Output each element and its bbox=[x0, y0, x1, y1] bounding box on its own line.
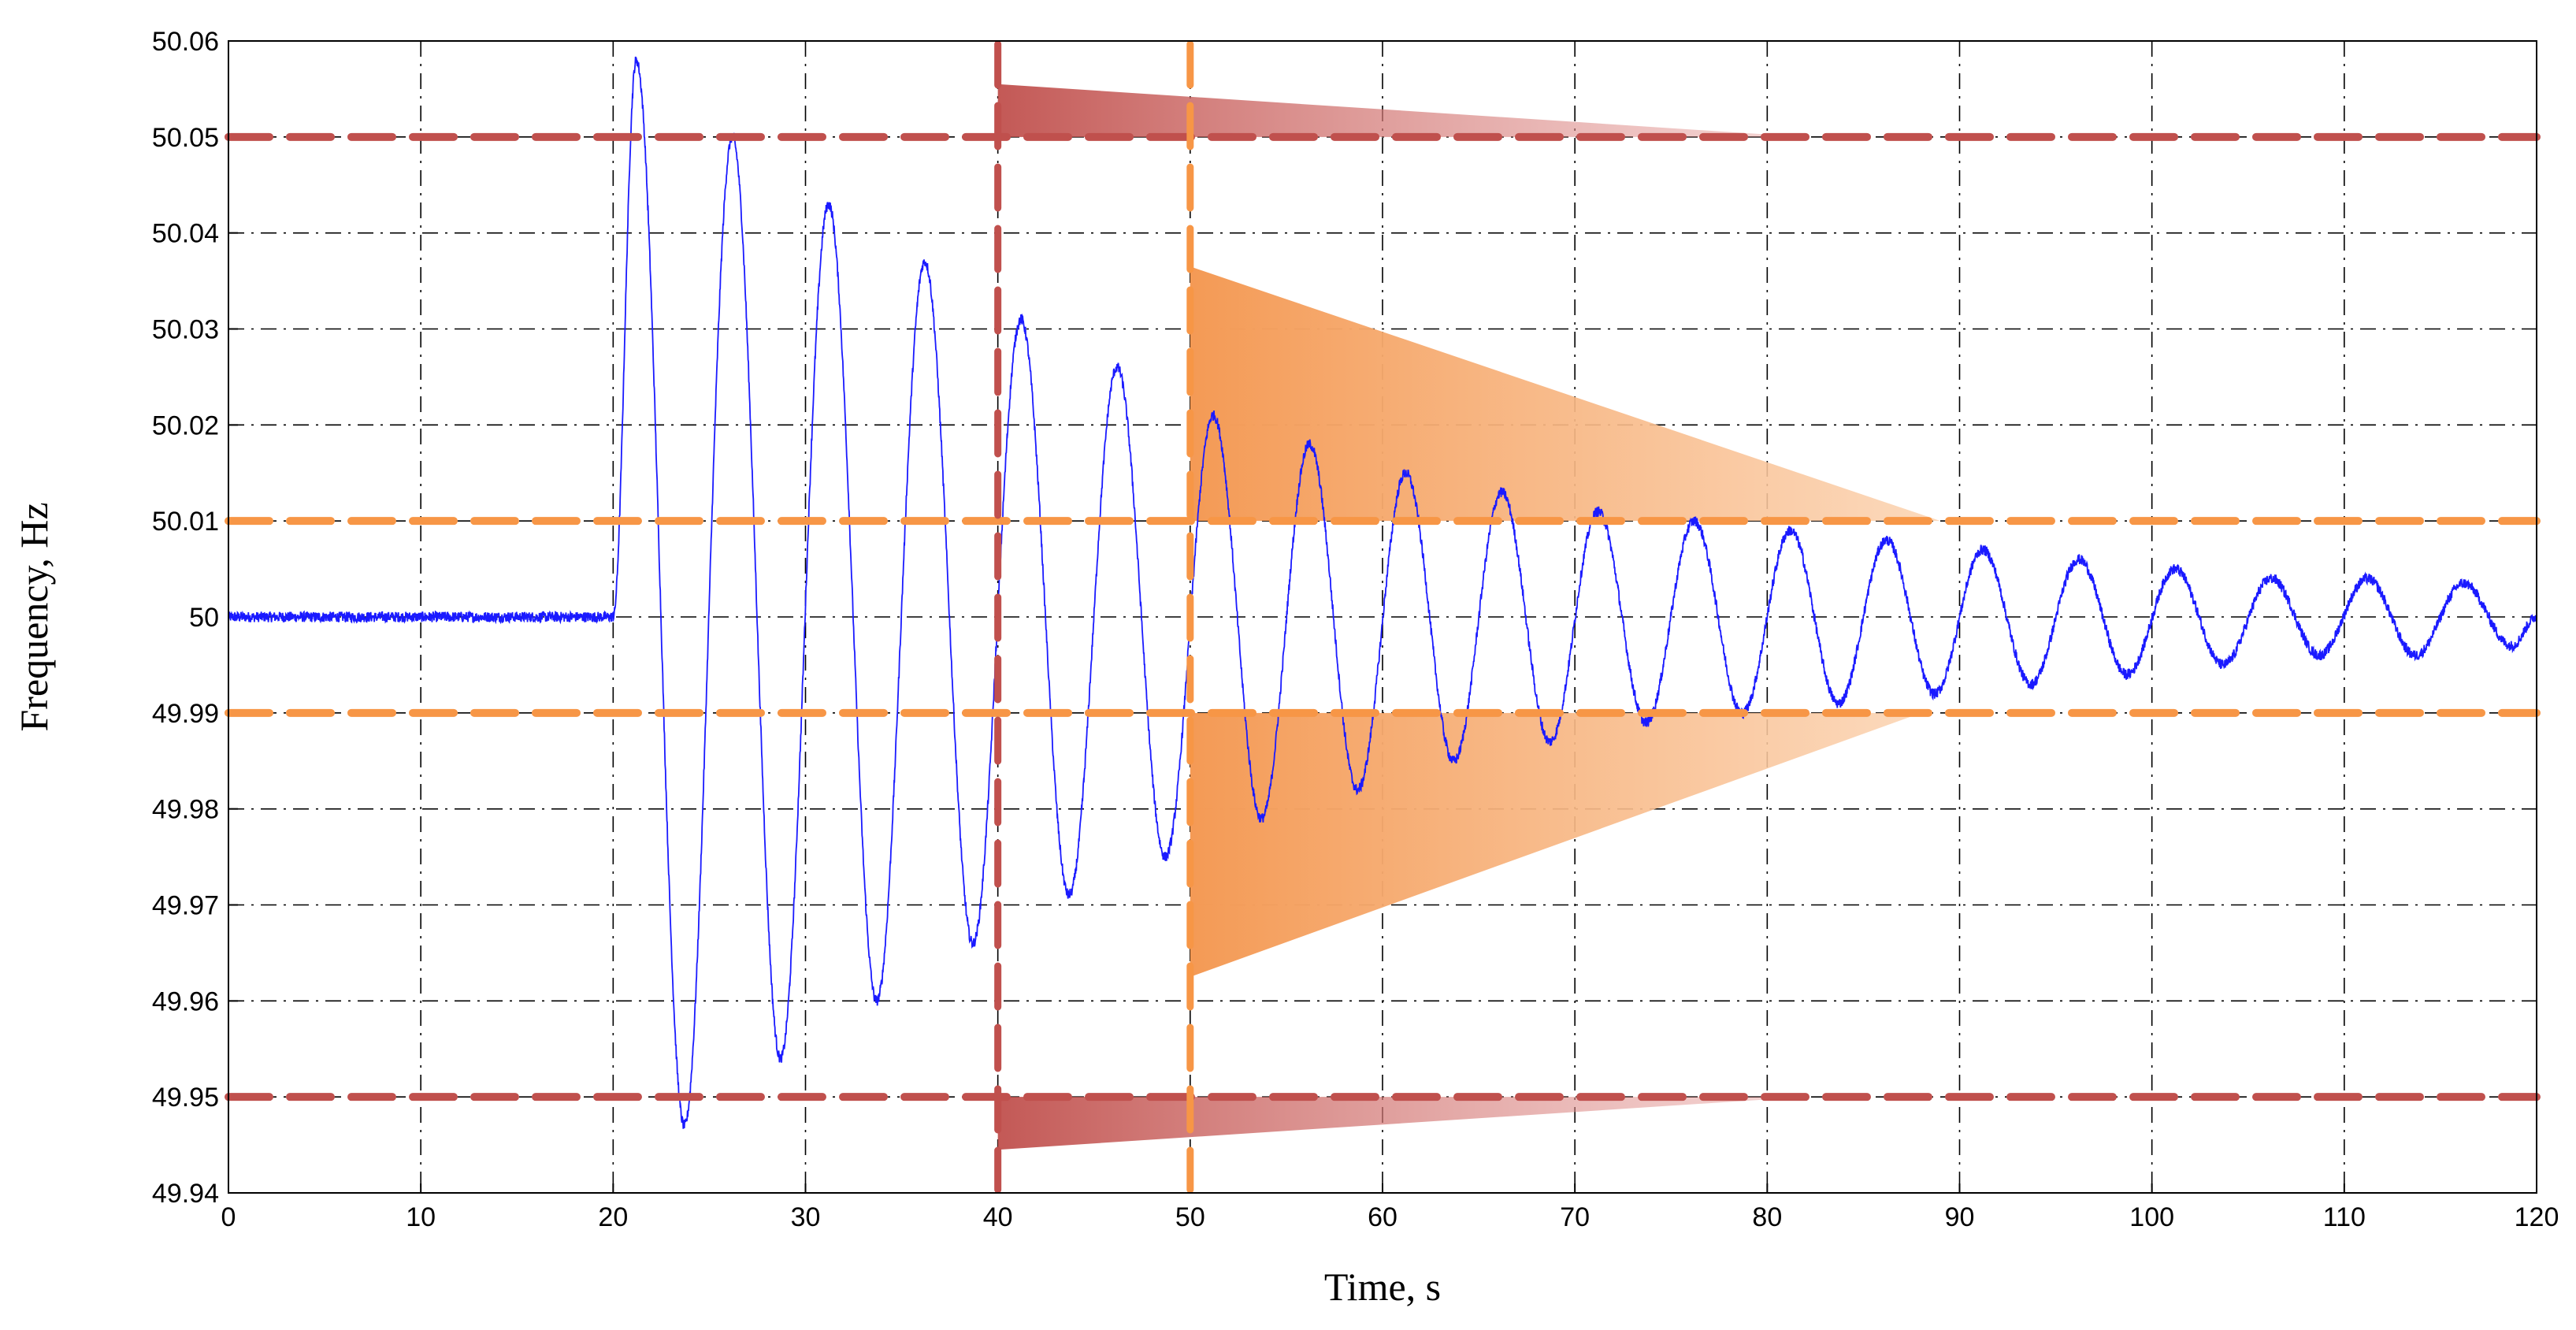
x-tick-label: 0 bbox=[221, 1202, 236, 1232]
x-tick-label: 70 bbox=[1560, 1202, 1590, 1232]
series-line-frequency bbox=[228, 56, 2537, 1129]
x-tick-label: 60 bbox=[1368, 1202, 1397, 1232]
y-tick-label: 50.04 bbox=[152, 219, 219, 249]
y-tick-label: 49.94 bbox=[152, 1179, 219, 1209]
y-tick-label: 49.95 bbox=[152, 1083, 219, 1113]
upper-red-wedge bbox=[997, 84, 1806, 137]
plot-frame bbox=[228, 40, 2537, 1194]
x-tick-label: 80 bbox=[1752, 1202, 1782, 1232]
y-tick-label: 49.99 bbox=[152, 699, 219, 729]
lower-red-wedge bbox=[997, 1097, 1806, 1150]
x-tick-label: 90 bbox=[1945, 1202, 1975, 1232]
y-tick-label: 49.96 bbox=[152, 986, 219, 1016]
y-tick-label: 50.01 bbox=[152, 507, 219, 537]
y-tick-label: 50 bbox=[189, 603, 219, 633]
tick-labels: 0 10 20 30 40 50 60 70 80 90 100 110 120 49.94 49.95 49… bbox=[152, 27, 2559, 1232]
y-tick-label: 49.97 bbox=[152, 891, 219, 921]
x-tick-label: 10 bbox=[406, 1202, 436, 1232]
x-tick-label: 40 bbox=[983, 1202, 1013, 1232]
y-tick-label: 50.02 bbox=[152, 411, 219, 440]
reference-lines bbox=[225, 40, 2541, 1194]
y-tick-label: 50.05 bbox=[152, 123, 219, 153]
x-tick-label: 110 bbox=[2323, 1202, 2366, 1232]
x-tick-label: 30 bbox=[791, 1202, 821, 1232]
x-tick-label: 20 bbox=[598, 1202, 628, 1232]
lower-orange-wedge bbox=[1190, 712, 1921, 977]
shaded-regions bbox=[997, 84, 1941, 1150]
x-tick-label: 50 bbox=[1175, 1202, 1205, 1232]
x-tick-label: 100 bbox=[2129, 1202, 2174, 1232]
y-tick-label: 49.98 bbox=[152, 795, 219, 825]
y-tick-label: 50.03 bbox=[152, 315, 219, 345]
y-tick-label: 50.06 bbox=[152, 27, 219, 57]
upper-orange-wedge bbox=[1190, 266, 1941, 522]
y-axis-label: Frequency, Hz bbox=[12, 502, 56, 731]
x-tick-label: 120 bbox=[2515, 1202, 2559, 1232]
series-layer bbox=[228, 56, 2537, 1129]
x-axis-label: Time, s bbox=[1324, 1265, 1441, 1309]
